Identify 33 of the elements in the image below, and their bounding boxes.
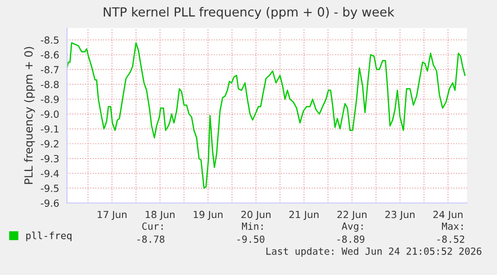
x-tick-label: 18 Jun xyxy=(146,210,174,220)
x-tick-label: 22 Jun xyxy=(337,210,366,220)
y-axis-title: PLL frequency (ppm + 0) xyxy=(24,47,35,184)
line-series xyxy=(67,42,466,189)
text: -9.50 xyxy=(237,235,264,243)
y-tick-label: -9.2 xyxy=(40,140,58,148)
text: Last update: Wed Jun 24 21:05:52 2026 xyxy=(266,247,482,257)
y-tick-label: -8.5 xyxy=(40,36,59,44)
x-tick-label: 20 Jun xyxy=(241,210,270,220)
y-tick-label: -8.7 xyxy=(40,66,59,74)
text: -8.78 xyxy=(137,235,164,243)
y-tick-label: -8.9 xyxy=(40,96,59,104)
text: Max: xyxy=(442,222,463,230)
y-tick-label: -9.6 xyxy=(40,199,59,207)
x-tick-label: 23 Jun xyxy=(385,210,414,220)
y-tick-label: -8.6 xyxy=(40,51,59,59)
y-tick-label: -9.5 xyxy=(40,184,59,192)
x-tick-label: 19 Jun xyxy=(194,210,222,220)
y-tick-label: -9.3 xyxy=(40,154,59,162)
y-tick-label: -9.1 xyxy=(40,125,58,133)
text: Avg: xyxy=(342,222,363,232)
x-tick-label: 17 Jun xyxy=(98,210,126,220)
legend-label: pll-freq xyxy=(26,232,72,242)
text: Min: xyxy=(242,222,263,230)
y-tick-label: -9.0 xyxy=(40,110,59,118)
text: -8.52 xyxy=(437,235,464,243)
text: Cur: xyxy=(142,222,163,230)
x-tick-label: 21 Jun xyxy=(289,210,318,220)
text: -8.89 xyxy=(337,235,364,243)
x-tick-label: 24 Jun xyxy=(433,210,462,220)
y-tick-label: -9.4 xyxy=(40,170,59,178)
chart-title: NTP kernel PLL frequency (ppm + 0) - by week xyxy=(104,6,394,20)
y-tick-label: -8.8 xyxy=(40,80,59,88)
